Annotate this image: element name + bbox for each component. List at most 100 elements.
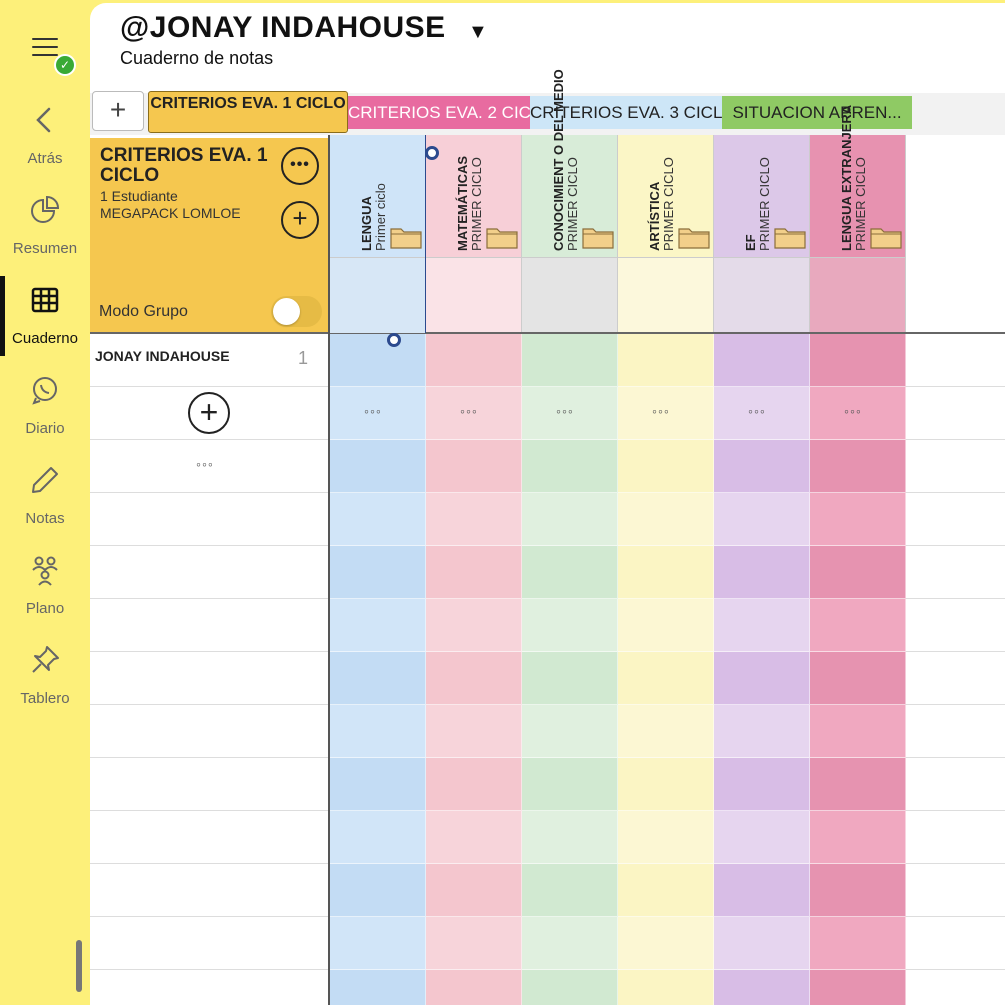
more-dots-icon[interactable]: ◦◦◦ <box>652 403 670 419</box>
grade-cell[interactable] <box>330 493 426 546</box>
grade-cell[interactable] <box>522 599 618 652</box>
grade-cell[interactable] <box>618 493 714 546</box>
grade-cell[interactable] <box>618 599 714 652</box>
sidebar-item-notas[interactable]: Notas <box>0 460 90 540</box>
grade-cell[interactable] <box>714 758 810 811</box>
grade-cell[interactable] <box>810 970 906 1005</box>
more-dots-icon[interactable]: ◦◦◦ <box>196 456 214 472</box>
more-dots-icon[interactable]: ◦◦◦ <box>748 403 766 419</box>
grade-cell[interactable] <box>618 864 714 917</box>
student-row-label[interactable]: JONAY INDAHOUSE 1 <box>90 334 328 387</box>
grade-cell[interactable] <box>618 970 714 1005</box>
grade-cell[interactable]: ◦◦◦ <box>618 387 714 440</box>
selection-handle[interactable] <box>387 333 401 347</box>
add-tab-button[interactable]: + <box>92 91 144 131</box>
column-header[interactable]: ARTÍSTICA PRIMER CICLO <box>618 135 714 333</box>
grade-cell[interactable] <box>426 599 522 652</box>
grade-cell[interactable] <box>714 917 810 970</box>
folder-icon[interactable] <box>774 225 806 249</box>
grade-cell[interactable] <box>522 917 618 970</box>
page-title[interactable]: @JONAY INDAHOUSE <box>120 11 446 44</box>
grade-cell[interactable] <box>810 493 906 546</box>
sidebar-item-plano[interactable]: Plano <box>0 550 90 630</box>
grade-cell[interactable] <box>522 546 618 599</box>
grade-cell[interactable] <box>426 493 522 546</box>
sidebar-item-cuaderno[interactable]: Cuaderno <box>0 276 90 360</box>
tab-situacion[interactable]: SITUACION APREN... <box>722 96 912 129</box>
grade-cell[interactable] <box>522 970 618 1005</box>
more-dots-icon[interactable]: ◦◦◦ <box>460 403 478 419</box>
grade-cell[interactable] <box>330 811 426 864</box>
grade-cell[interactable] <box>810 440 906 493</box>
grade-cell[interactable] <box>714 864 810 917</box>
grade-cell[interactable] <box>426 705 522 758</box>
grade-cell[interactable] <box>618 917 714 970</box>
grade-cell[interactable] <box>426 334 522 387</box>
column-header[interactable]: CONOCIMIENT O DEL MEDIO PRIMER CICLO <box>522 69 618 333</box>
grade-cell[interactable] <box>810 917 906 970</box>
grade-cell[interactable] <box>714 970 810 1005</box>
more-dots-icon[interactable]: ◦◦◦ <box>556 403 574 419</box>
folder-icon[interactable] <box>678 225 710 249</box>
grade-cell[interactable] <box>522 334 618 387</box>
column-header[interactable]: MATEMÁTICAS PRIMER CICLO <box>426 135 522 333</box>
grade-cell[interactable] <box>810 758 906 811</box>
grade-cell[interactable] <box>618 758 714 811</box>
grade-cell[interactable] <box>426 440 522 493</box>
grade-cell[interactable] <box>810 334 906 387</box>
grade-cell[interactable] <box>426 652 522 705</box>
tab-criterios-2[interactable]: CRITERIOS EVA. 2 CICL <box>348 96 530 129</box>
column-header[interactable]: LENGUA EXTRANJERA PRIMER CICLO <box>810 105 906 333</box>
grade-cell[interactable]: ◦◦◦ <box>330 387 426 440</box>
grade-cell[interactable]: ◦◦◦ <box>522 387 618 440</box>
table-row[interactable]: ◦◦◦ <box>90 440 328 493</box>
grade-cell[interactable] <box>426 546 522 599</box>
grade-cell[interactable] <box>618 705 714 758</box>
grade-cell[interactable]: ◦◦◦ <box>426 387 522 440</box>
grade-cell[interactable] <box>618 440 714 493</box>
grade-cell[interactable] <box>714 705 810 758</box>
more-dots-icon[interactable]: ◦◦◦ <box>364 403 382 419</box>
sidebar-item-resumen[interactable]: Resumen <box>0 190 90 270</box>
sidebar-item-atras[interactable]: Atrás <box>0 100 90 180</box>
grade-cell[interactable] <box>522 705 618 758</box>
table-row[interactable]: + <box>90 387 328 440</box>
group-mode-toggle[interactable] <box>271 296 322 327</box>
column-header[interactable]: EF PRIMER CICLO <box>714 135 810 333</box>
grade-cell[interactable] <box>330 546 426 599</box>
grade-cell[interactable] <box>522 440 618 493</box>
folder-icon[interactable] <box>390 225 422 249</box>
grade-cell[interactable] <box>810 811 906 864</box>
grade-cell[interactable] <box>714 546 810 599</box>
grade-cell[interactable] <box>522 758 618 811</box>
grade-cell[interactable] <box>330 864 426 917</box>
grade-cell[interactable] <box>330 705 426 758</box>
chevron-down-icon[interactable]: ▼ <box>468 21 488 43</box>
column-header[interactable]: LENGUA Primer ciclo <box>330 135 426 333</box>
grade-cell[interactable] <box>426 917 522 970</box>
grade-cell[interactable] <box>714 440 810 493</box>
grade-cell[interactable] <box>714 811 810 864</box>
grade-cell[interactable] <box>618 652 714 705</box>
grade-cell[interactable] <box>810 546 906 599</box>
grade-cell[interactable] <box>810 705 906 758</box>
grade-cell[interactable] <box>426 811 522 864</box>
grade-cell[interactable] <box>330 652 426 705</box>
selection-handle[interactable] <box>425 146 439 160</box>
grade-cell[interactable] <box>714 334 810 387</box>
add-student-button[interactable]: + <box>188 392 230 434</box>
tab-criterios-3[interactable]: CRITERIOS EVA. 3 CICL <box>530 96 722 129</box>
add-column-button[interactable]: + <box>281 201 319 239</box>
grade-cell[interactable] <box>522 864 618 917</box>
grade-cell[interactable] <box>330 599 426 652</box>
grade-cell[interactable] <box>426 864 522 917</box>
grade-cell[interactable]: ◦◦◦ <box>714 387 810 440</box>
grade-cell[interactable] <box>522 493 618 546</box>
grade-cell[interactable] <box>714 599 810 652</box>
grade-cell[interactable] <box>618 811 714 864</box>
folder-icon[interactable] <box>870 225 902 249</box>
grade-cell[interactable] <box>618 334 714 387</box>
student-name[interactable]: JONAY INDAHOUSE <box>95 348 230 364</box>
sidebar-item-diario[interactable]: Diario <box>0 370 90 450</box>
grade-cell[interactable] <box>810 864 906 917</box>
